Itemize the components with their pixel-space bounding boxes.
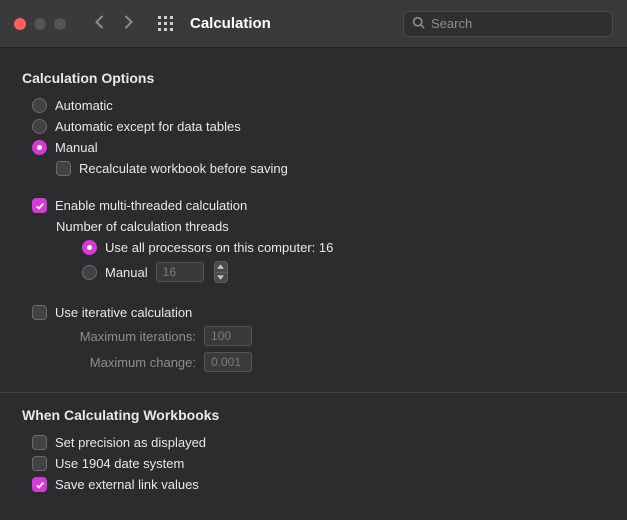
radio-use-all-processors[interactable]: Use all processors on this computer: 16 <box>82 240 605 255</box>
checkbox-icon <box>32 435 47 450</box>
radio-label: Manual <box>105 265 148 280</box>
checkbox-recalc-before-save[interactable]: Recalculate workbook before saving <box>56 161 605 176</box>
max-change-row: Maximum change: <box>56 352 605 372</box>
max-change-label: Maximum change: <box>56 355 196 370</box>
forward-button[interactable] <box>123 14 134 33</box>
separator <box>0 392 627 393</box>
stepper-down[interactable] <box>215 273 227 283</box>
max-iterations-row: Maximum iterations: <box>56 326 605 346</box>
checkbox-label: Set precision as displayed <box>55 435 206 450</box>
radio-icon <box>32 98 47 113</box>
workbooks-heading: When Calculating Workbooks <box>22 407 605 423</box>
stepper-up[interactable] <box>215 262 227 273</box>
checkbox-multithread[interactable]: Enable multi-threaded calculation <box>32 198 605 213</box>
checkbox-precision-as-displayed[interactable]: Set precision as displayed <box>32 435 605 450</box>
radio-label: Use all processors on this computer: 16 <box>105 240 333 255</box>
page-title: Calculation <box>190 15 271 32</box>
checkbox-label: Use 1904 date system <box>55 456 184 471</box>
radio-label: Automatic <box>55 98 113 113</box>
threads-sublabel: Number of calculation threads <box>56 219 229 234</box>
radio-auto-except-tables[interactable]: Automatic except for data tables <box>32 119 605 134</box>
radio-threads-manual[interactable]: Manual <box>82 261 605 283</box>
radio-icon <box>32 119 47 134</box>
minimize-button[interactable] <box>34 18 46 30</box>
calc-options-heading: Calculation Options <box>22 70 605 86</box>
threads-count-input[interactable] <box>156 262 204 282</box>
radio-icon <box>32 140 47 155</box>
titlebar: Calculation <box>0 0 627 48</box>
nav-arrows <box>94 14 134 33</box>
max-change-input[interactable] <box>204 352 252 372</box>
search-icon <box>412 16 425 32</box>
checkbox-icon <box>32 305 47 320</box>
threads-stepper <box>214 261 228 283</box>
checkbox-label: Recalculate workbook before saving <box>79 161 288 176</box>
show-all-icon[interactable] <box>158 16 174 32</box>
radio-label: Manual <box>55 140 98 155</box>
checkbox-label: Use iterative calculation <box>55 305 192 320</box>
content: Calculation Options Automatic Automatic … <box>0 48 627 520</box>
checkbox-icon <box>32 477 47 492</box>
radio-label: Automatic except for data tables <box>55 119 241 134</box>
checkbox-save-external-links[interactable]: Save external link values <box>32 477 605 492</box>
threads-sublabel-row: Number of calculation threads <box>56 219 605 234</box>
search-input[interactable] <box>431 16 607 31</box>
max-iterations-input[interactable] <box>204 326 252 346</box>
checkbox-icon <box>32 198 47 213</box>
checkbox-1904-date[interactable]: Use 1904 date system <box>32 456 605 471</box>
max-iterations-label: Maximum iterations: <box>56 329 196 344</box>
radio-auto[interactable]: Automatic <box>32 98 605 113</box>
radio-icon <box>82 240 97 255</box>
search-field[interactable] <box>403 11 613 37</box>
checkbox-icon <box>32 456 47 471</box>
checkbox-iterative[interactable]: Use iterative calculation <box>32 305 605 320</box>
zoom-button[interactable] <box>54 18 66 30</box>
traffic-lights <box>14 18 66 30</box>
back-button[interactable] <box>94 14 105 33</box>
radio-manual[interactable]: Manual <box>32 140 605 155</box>
checkbox-label: Enable multi-threaded calculation <box>55 198 247 213</box>
checkbox-label: Save external link values <box>55 477 199 492</box>
close-button[interactable] <box>14 18 26 30</box>
checkbox-icon <box>56 161 71 176</box>
radio-icon <box>82 265 97 280</box>
